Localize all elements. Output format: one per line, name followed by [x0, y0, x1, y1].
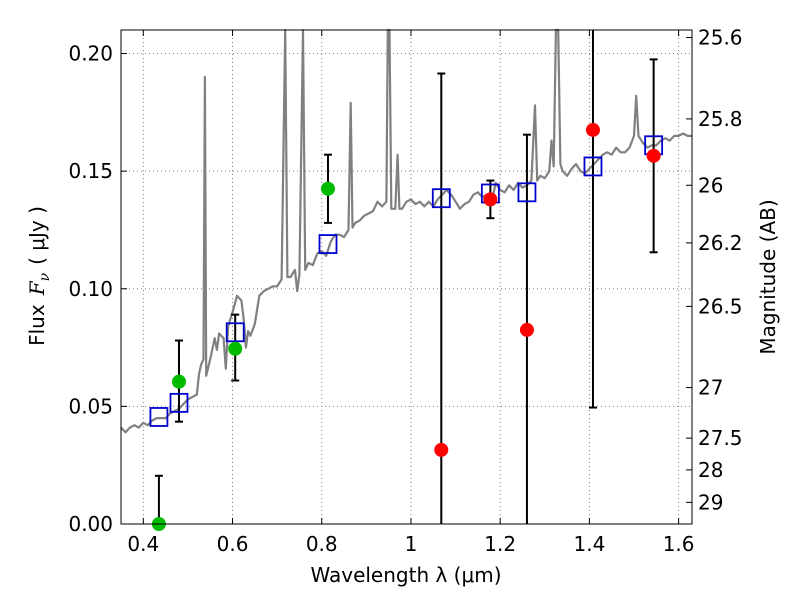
y2-axis-label: Magnitude (AB): [756, 199, 780, 354]
spectrum-line: [120, 28, 692, 434]
data-point: [320, 181, 335, 196]
y2-tick-label: 29: [698, 490, 723, 514]
model-box: [517, 182, 537, 203]
spectrum-layer: [120, 28, 692, 434]
y-tick-label: 0.00: [68, 512, 113, 536]
y-tick-label: 0.20: [68, 42, 113, 66]
x-tick-label: 1.2: [484, 532, 516, 556]
x-tick-label: 0.8: [306, 532, 338, 556]
x-tick-label: 1.6: [663, 532, 695, 556]
y2-tick-label: 26: [698, 173, 723, 197]
y2-tick-label: 26.5: [698, 294, 743, 318]
model-box: [149, 407, 169, 427]
model-box: [225, 322, 245, 343]
tick-layer: 0.4 0.6 0.8 1 1.2 1.4 1.6 0.00 0.05 0.10 0.15 0.20 2…: [68, 26, 742, 556]
y-axis-label-unit: ( μJy ): [25, 206, 49, 265]
y-tick-label: 0.05: [68, 394, 113, 418]
plot-frame: [120, 29, 693, 525]
y2-tick-label: 25.8: [698, 107, 743, 131]
y-axis-label: Flux Fν ( μJy ): [25, 206, 53, 346]
model-box-layer: [149, 135, 664, 427]
data-point: [483, 192, 498, 207]
data-point-layer: [151, 122, 661, 531]
model-box: [431, 188, 451, 209]
data-point: [228, 341, 243, 356]
x-tick-label: 0.4: [127, 532, 159, 556]
data-point: [646, 148, 661, 163]
x-tick-label: 1.4: [573, 532, 605, 556]
data-point: [519, 322, 534, 337]
model-box: [318, 234, 338, 254]
y2-tick-label: 28: [698, 458, 723, 482]
y2-tick-label: 26.2: [698, 231, 743, 255]
y-axis-label-subscript: ν: [37, 272, 53, 281]
y2-tick-label: 27.5: [698, 426, 743, 450]
data-point: [434, 442, 449, 457]
y-axis-label-symbol: F: [25, 280, 49, 296]
y-tick-label: 0.15: [68, 159, 113, 183]
x-tick-label: 1: [405, 532, 418, 556]
data-point: [585, 122, 600, 137]
x-tick-label: 0.6: [217, 532, 249, 556]
y2-tick-label: 25.6: [698, 26, 743, 50]
y2-tick-label: 27: [698, 376, 723, 400]
y-axis-label-prefix: Flux: [25, 304, 49, 346]
model-box: [169, 392, 189, 413]
x-axis-label: Wavelength λ (μm): [310, 563, 501, 587]
model-box: [583, 156, 603, 177]
y-tick-label: 0.10: [68, 277, 113, 301]
data-point: [171, 374, 186, 389]
